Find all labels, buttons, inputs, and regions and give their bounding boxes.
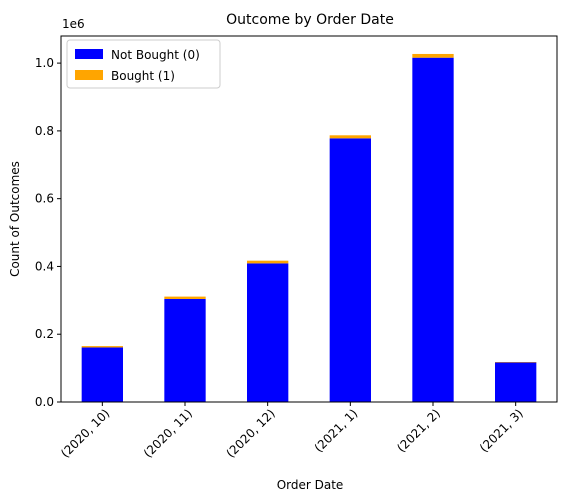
x-tick-label: (2020, 10) (58, 406, 112, 460)
bar-not-bought (495, 362, 537, 402)
plot-frame (60, 35, 558, 403)
bar-not-bought (164, 298, 206, 402)
legend-box (66, 39, 221, 89)
bar-bought (81, 346, 123, 348)
x-tick-label: (2021, 1) (312, 406, 361, 455)
x-tick-label: (2020, 12) (223, 406, 277, 460)
y-tick-label: 0.8 (35, 124, 54, 138)
y-axis-label: Count of Outcomes (8, 161, 22, 277)
x-tick-label: (2021, 3) (477, 406, 526, 455)
x-tick-label: (2020, 11) (141, 406, 195, 460)
y-offset-label: 1e6 (62, 17, 85, 31)
y-tick-label: 1.0 (35, 56, 54, 70)
legend-swatch (75, 49, 103, 59)
y-ticks: 0.0 0.2 0.4 0.6 0.8 1.0 (35, 56, 61, 409)
bar-bought (412, 53, 454, 58)
x-tick-label: (2021, 2) (394, 406, 443, 455)
bar-bought (247, 260, 289, 264)
bar-not-bought (329, 138, 371, 402)
legend-label: Bought (1) (111, 69, 175, 83)
x-axis-label: Order Date (277, 478, 344, 492)
bar-not-bought (81, 347, 123, 402)
y-tick-label: 0.2 (35, 327, 54, 341)
bar-bought (495, 362, 537, 363)
legend: Not Bought (0) Bought (1) (66, 39, 221, 89)
y-tick-label: 0.0 (35, 395, 54, 409)
bars-layer (81, 53, 537, 402)
bar-bought (164, 296, 206, 299)
legend-swatch (75, 70, 103, 80)
y-tick-label: 0.6 (35, 192, 54, 206)
x-ticks: (2020, 10) (2020, 11) (2020, 12) (2021, 1) (… (58, 402, 526, 461)
chart-title: Outcome by Order Date (226, 12, 394, 28)
bar-bought (329, 135, 371, 139)
bar-not-bought (412, 57, 454, 402)
bar-not-bought (247, 263, 289, 402)
y-tick-label: 0.4 (35, 259, 54, 273)
legend-label: Not Bought (0) (111, 48, 200, 62)
